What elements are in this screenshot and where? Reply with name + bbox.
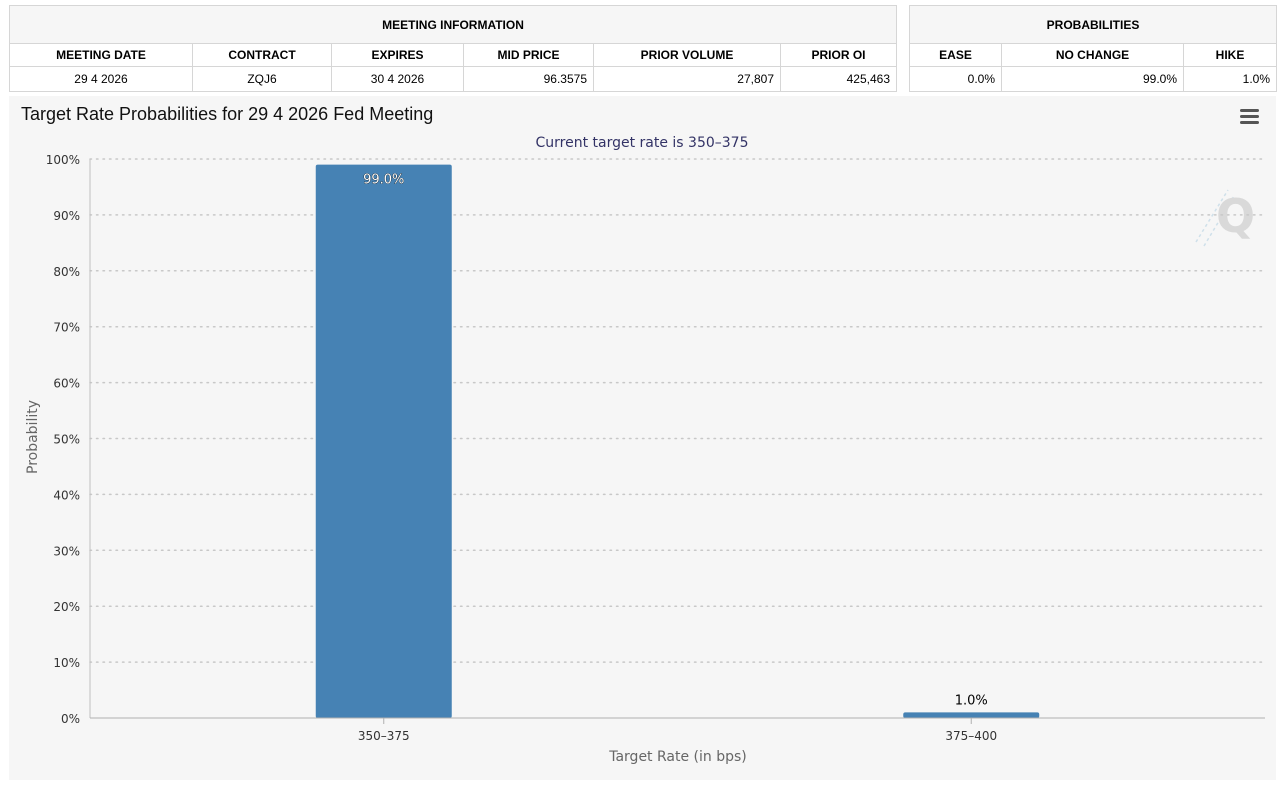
prior-oi-value: 425,463 (780, 66, 897, 92)
data-label: 1.0% (955, 693, 988, 708)
watermark-text: Q (1216, 189, 1255, 243)
no-change-value: 99.0% (1001, 66, 1184, 92)
data-label: 99.0% (363, 173, 404, 188)
y-tick-label: 100% (46, 153, 80, 167)
probabilities-table: PROBABILITIES EASE NO CHANGE HIKE 0.0% 9… (908, 5, 1278, 92)
meeting-information-caption: MEETING INFORMATION (9, 5, 897, 44)
x-tick-label: 350–375 (358, 729, 410, 743)
hike-value: 1.0% (1182, 66, 1278, 92)
y-axis: 0% 10% 20% 30% 40% 50% 60% 70% 80% 90% 100% (46, 153, 91, 726)
expires-header: EXPIRES (331, 43, 464, 67)
watermark-q-logo: Q (1195, 189, 1255, 247)
bar[interactable] (315, 164, 452, 719)
chart-panel: Target Rate Probabilities for 29 4 2026 … (9, 96, 1276, 780)
y-tick-label: 50% (53, 433, 80, 447)
y-tick-label: 30% (53, 544, 80, 558)
prior-volume-value: 27,807 (593, 66, 781, 92)
y-tick-label: 10% (53, 656, 80, 670)
chart-gridlines (89, 158, 1266, 663)
chart-subtitle: Current target rate is 350–375 (535, 135, 748, 151)
meeting-information-table: MEETING INFORMATION MEETING DATE CONTRAC… (9, 5, 897, 92)
contract-header: CONTRACT (192, 43, 332, 67)
bar-series: 99.0% 1.0% (315, 164, 1040, 719)
probabilities-caption: PROBABILITIES (908, 5, 1278, 44)
bar-chart: Current target rate is 350–375 Q 0% 10% 20… (25, 135, 1266, 765)
prior-volume-header: PRIOR VOLUME (593, 43, 781, 67)
mid-price-value: 96.3575 (463, 66, 594, 92)
no-change-header: NO CHANGE (1001, 43, 1184, 67)
ease-header: EASE (909, 43, 1002, 67)
x-axis-label: Target Rate (in bps) (608, 749, 747, 765)
hike-header: HIKE (1182, 43, 1278, 67)
y-tick-label: 0% (61, 712, 80, 726)
y-tick-label: 90% (53, 209, 80, 223)
chart-title: Target Rate Probabilities for 29 4 2026 … (21, 104, 434, 124)
x-tick-label: 375–400 (945, 729, 997, 743)
bar[interactable] (903, 712, 1040, 718)
y-tick-label: 40% (53, 488, 80, 502)
y-tick-label: 70% (53, 321, 80, 335)
meeting-date-value: 29 4 2026 (9, 66, 193, 92)
y-tick-label: 60% (53, 377, 80, 391)
meeting-date-header: MEETING DATE (9, 43, 193, 67)
hamburger-menu-icon[interactable] (1240, 109, 1259, 125)
ease-value: 0.0% (909, 66, 1002, 92)
y-tick-label: 80% (53, 265, 80, 279)
x-axis: 350–375 375–400 (90, 717, 1265, 743)
expires-value: 30 4 2026 (331, 66, 464, 92)
y-tick-label: 20% (53, 600, 80, 614)
prior-oi-header: PRIOR OI (780, 43, 897, 67)
mid-price-header: MID PRICE (463, 43, 594, 67)
y-axis-label: Probability (25, 400, 41, 474)
contract-value: ZQJ6 (192, 66, 332, 92)
